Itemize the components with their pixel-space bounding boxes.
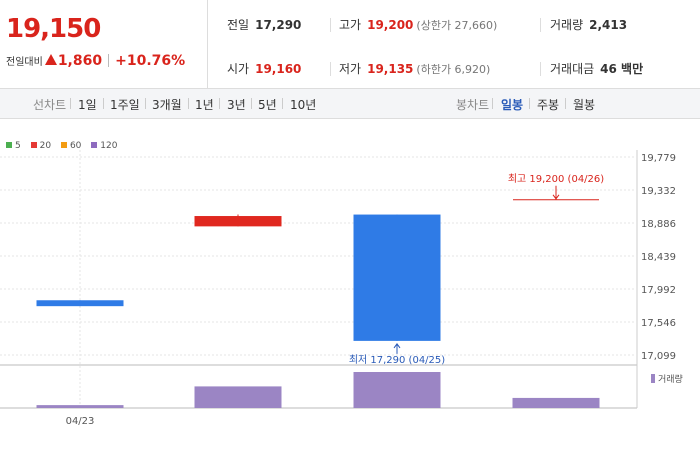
legend-ma20[interactable]: 20 — [30, 141, 51, 151]
candle-body — [353, 214, 441, 341]
y-tick-label: 17,099 — [641, 351, 676, 362]
y-tick-label: 18,439 — [641, 252, 676, 263]
legend-ma120[interactable]: 120 — [91, 141, 117, 151]
period-1w[interactable]: 1주일 — [110, 98, 140, 112]
volume-bar — [353, 372, 441, 408]
candle-body — [194, 216, 282, 227]
period-3m[interactable]: 3개월 — [152, 98, 182, 112]
period-5y[interactable]: 5년 — [258, 98, 277, 112]
info-prev-close: 전일 17,290 — [227, 18, 302, 32]
volume-bar — [512, 397, 600, 408]
x-tick-label: 04/23 — [66, 416, 95, 427]
candle-weekly[interactable]: 주봉 — [537, 98, 560, 112]
high-annotation: 최고 19,200 (04/26) — [508, 173, 604, 185]
ma-legend: 5 20 60 120 — [6, 141, 124, 151]
info-high: 고가 19,200 (상한가 27,660) — [339, 18, 498, 32]
low-annotation: 최저 17,290 (04/25) — [349, 354, 445, 366]
candle-monthly[interactable]: 월봉 — [573, 98, 596, 112]
info-low: 저가 19,135 (하한가 6,920) — [339, 62, 491, 76]
quote-header: 19,150 전일대비 1,860 +10.76% 전일 17,290 고가 19,20… — [0, 0, 700, 89]
low-arrow-head — [393, 343, 401, 349]
change-label: 전일대비 — [6, 57, 43, 68]
period-1d[interactable]: 1일 — [78, 98, 97, 112]
high-arrow-head — [552, 194, 560, 200]
candle-chart-label: 봉차트 — [456, 98, 490, 112]
candle-body — [36, 300, 124, 307]
y-tick-label: 17,546 — [641, 318, 676, 329]
price-change: 전일대비 1,860 +10.76% — [6, 53, 185, 69]
info-open: 시가 19,160 — [227, 62, 302, 76]
volume-legend-label: 거래량 — [658, 373, 683, 385]
volume-bar — [36, 405, 124, 408]
period-1y[interactable]: 1년 — [195, 98, 214, 112]
info-trade-value: 거래대금 46 백만 — [550, 62, 644, 76]
chart-toolbar: 선차트 1일 1주일 3개월 1년 3년 5년 10년 봉차트 일봉 주봉 월봉 — [0, 89, 700, 119]
y-tick-label: 18,886 — [641, 219, 676, 230]
volume-bar — [194, 386, 282, 408]
volume-legend-swatch — [651, 374, 655, 383]
line-chart-label: 선차트 — [33, 98, 67, 112]
legend-ma60[interactable]: 60 — [60, 141, 81, 151]
period-10y[interactable]: 10년 — [290, 98, 317, 112]
y-tick-label: 19,779 — [641, 153, 676, 164]
change-rate: +10.76% — [115, 53, 186, 69]
info-volume: 거래량 2,413 — [550, 18, 628, 32]
y-tick-label: 17,992 — [641, 285, 676, 296]
price-box: 19,150 전일대비 1,860 +10.76% — [0, 0, 208, 88]
current-price: 19,150 — [6, 14, 101, 44]
up-triangle-icon — [44, 54, 57, 65]
change-amount: 1,860 — [57, 53, 103, 69]
y-tick-label: 19,332 — [641, 186, 676, 197]
candle-daily[interactable]: 일봉 — [501, 98, 524, 112]
legend-ma5[interactable]: 5 — [6, 141, 21, 151]
period-3y[interactable]: 3년 — [227, 98, 246, 112]
